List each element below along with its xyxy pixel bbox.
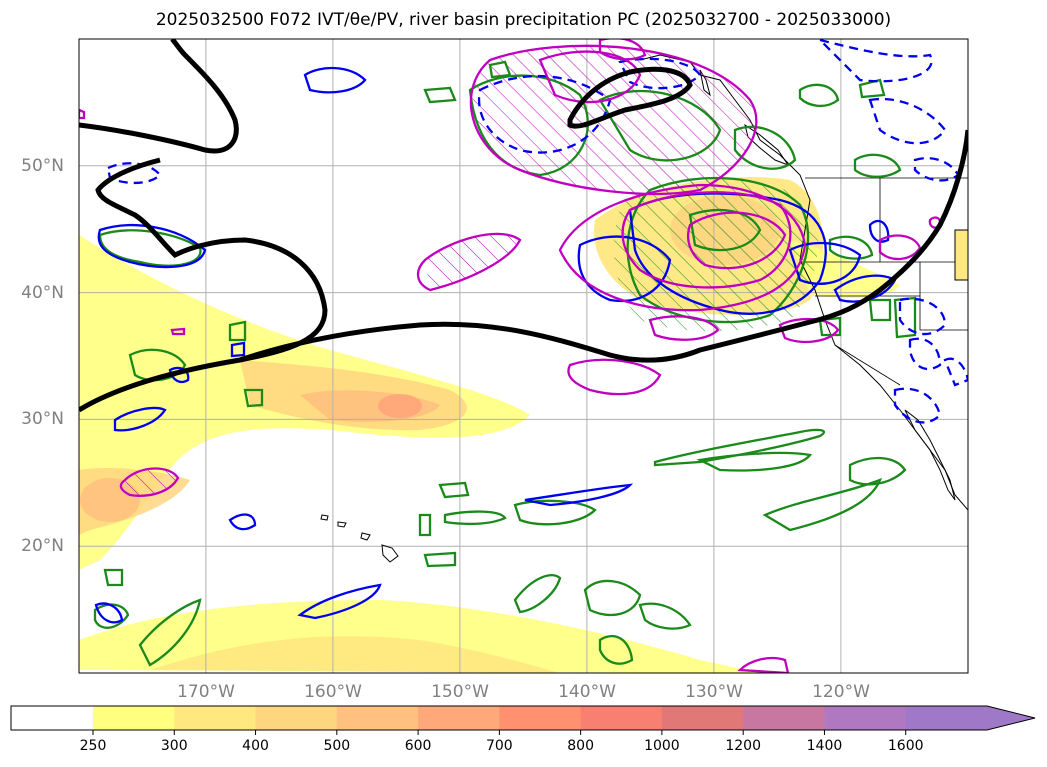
colorbar — [10, 705, 1036, 735]
colorbar-tick-label: 250 — [79, 738, 107, 754]
colorbar-tick-label: 700 — [485, 738, 513, 754]
figure-title: 2025032500 F072 IVT/θe/PV, river basin p… — [155, 10, 892, 30]
lon-label: 170°W — [177, 682, 235, 702]
colorbar-segment — [661, 706, 744, 730]
lon-label: 120°W — [812, 682, 870, 702]
lat-label: 50°N — [21, 155, 64, 176]
colorbar-segment — [418, 706, 500, 730]
lon-label: 150°W — [431, 682, 489, 702]
colorbar-tick-label: 1200 — [725, 738, 761, 754]
highlight-box — [954, 229, 968, 281]
oahu — [337, 521, 347, 528]
kauai — [320, 514, 329, 521]
graticule — [79, 39, 968, 673]
ivt-plume-max — [378, 394, 422, 418]
map-frame — [78, 38, 969, 674]
colorbar-extend-arrow — [987, 706, 1035, 730]
green-contours — [93, 60, 917, 667]
colorbar-segment — [174, 706, 257, 730]
baja-california — [904, 409, 956, 501]
colorbar-segment — [255, 706, 338, 730]
colorbar-segment — [905, 706, 988, 730]
colorbar-outline — [10, 705, 1036, 731]
lat-label: 30°N — [21, 409, 64, 430]
ivt-western-max — [80, 478, 140, 522]
hatch-western — [125, 468, 178, 496]
colorbar-tick-label: 500 — [323, 738, 351, 754]
colorbar-tick-label: 400 — [242, 738, 269, 754]
colorbar-segment — [580, 706, 663, 730]
hawaii-island — [381, 544, 399, 563]
ivt-southern-band-core — [150, 636, 560, 673]
hatch-gulf-of-alaska — [470, 45, 757, 194]
maui — [360, 532, 371, 541]
colorbar-segment — [499, 706, 582, 730]
colorbar-tick-label: 600 — [404, 738, 432, 754]
colorbar-segment — [824, 706, 907, 730]
hatch-mid-pacific-low — [425, 233, 520, 290]
lon-label: 140°W — [558, 682, 616, 702]
pv-contours — [79, 39, 968, 413]
lon-label: 130°W — [685, 682, 743, 702]
lat-label: 40°N — [21, 282, 64, 303]
colorbar-segment-below — [11, 706, 93, 730]
colorbar-tick-label: 300 — [160, 738, 188, 754]
colorbar-tick-label: 1000 — [644, 738, 680, 754]
colorbar-tick-label: 1400 — [806, 738, 843, 754]
colorbar-segment — [743, 706, 825, 730]
lon-label: 160°W — [304, 682, 362, 702]
colorbar-segment — [336, 706, 419, 730]
colorbar-tick-label: 800 — [567, 738, 594, 754]
lat-label: 20°N — [21, 536, 64, 557]
magenta-contours — [79, 39, 942, 673]
colorbar-tick-label: 1600 — [887, 738, 924, 754]
colorbar-segment — [93, 706, 175, 730]
